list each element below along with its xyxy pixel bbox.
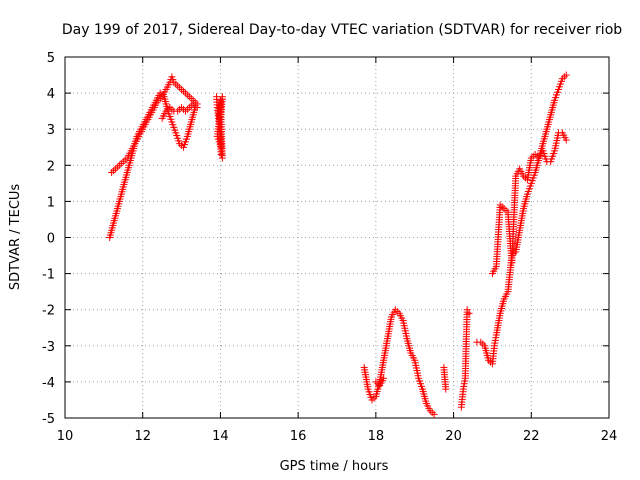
y-axis-label: SDTVAR / TECUs (8, 184, 23, 291)
grid (65, 57, 609, 418)
y-tick-label: -4 (42, 376, 55, 391)
x-tick-label: 10 (57, 429, 74, 444)
data-point (500, 205, 508, 213)
x-tick-label: 14 (212, 429, 229, 444)
data-point (189, 100, 197, 108)
x-tick-label: 12 (134, 429, 151, 444)
data-point (121, 156, 129, 164)
x-tick-label: 24 (601, 429, 618, 444)
data-point (183, 91, 191, 99)
data-point (181, 107, 189, 115)
data-point (215, 111, 223, 119)
data-point (217, 150, 225, 158)
data-point (393, 308, 401, 316)
data-point (115, 161, 123, 169)
data-point (174, 82, 182, 90)
data-point (119, 158, 127, 166)
data-point (465, 309, 473, 317)
y-tick-label: 0 (47, 232, 55, 247)
data-points (106, 71, 570, 418)
x-axis-label: GPS time / hours (280, 459, 389, 474)
data-point (110, 167, 118, 175)
y-tick-label: 3 (47, 123, 55, 138)
data-point (442, 385, 450, 393)
data-point (117, 159, 125, 167)
data-point (174, 107, 182, 115)
data-point (112, 165, 120, 173)
data-point (463, 306, 471, 314)
data-point (562, 136, 570, 144)
data-point (180, 87, 188, 95)
chart-title: Day 199 of 2017, Sidereal Day-to-day VTE… (62, 22, 622, 38)
y-tick-label: 1 (47, 195, 55, 210)
x-tick-label: 20 (445, 429, 462, 444)
data-point (477, 338, 485, 346)
data-point (113, 163, 121, 171)
y-tick-label: -5 (42, 412, 55, 427)
data-point (178, 85, 186, 93)
data-point (176, 84, 184, 92)
data-point (185, 93, 193, 101)
x-tick-label: 22 (523, 429, 540, 444)
data-point (562, 71, 570, 79)
x-tick-label: 18 (368, 429, 385, 444)
y-tick-label: 4 (47, 87, 55, 102)
data-point (178, 104, 186, 112)
data-point (187, 95, 195, 103)
data-point (193, 104, 201, 112)
data-point (380, 374, 388, 382)
data-point (181, 89, 189, 97)
data-point (183, 105, 191, 113)
x-tick-label: 16 (290, 429, 307, 444)
data-point (428, 409, 436, 417)
data-point (531, 150, 539, 158)
y-tick-label: -3 (42, 340, 55, 355)
y-tick-label: -1 (42, 268, 55, 283)
data-point (191, 102, 199, 110)
data-point (108, 169, 116, 177)
data-point (430, 410, 438, 418)
y-tick-label: 5 (47, 51, 55, 66)
y-tick-label: -2 (42, 304, 55, 319)
y-tick-label: 2 (47, 159, 55, 174)
